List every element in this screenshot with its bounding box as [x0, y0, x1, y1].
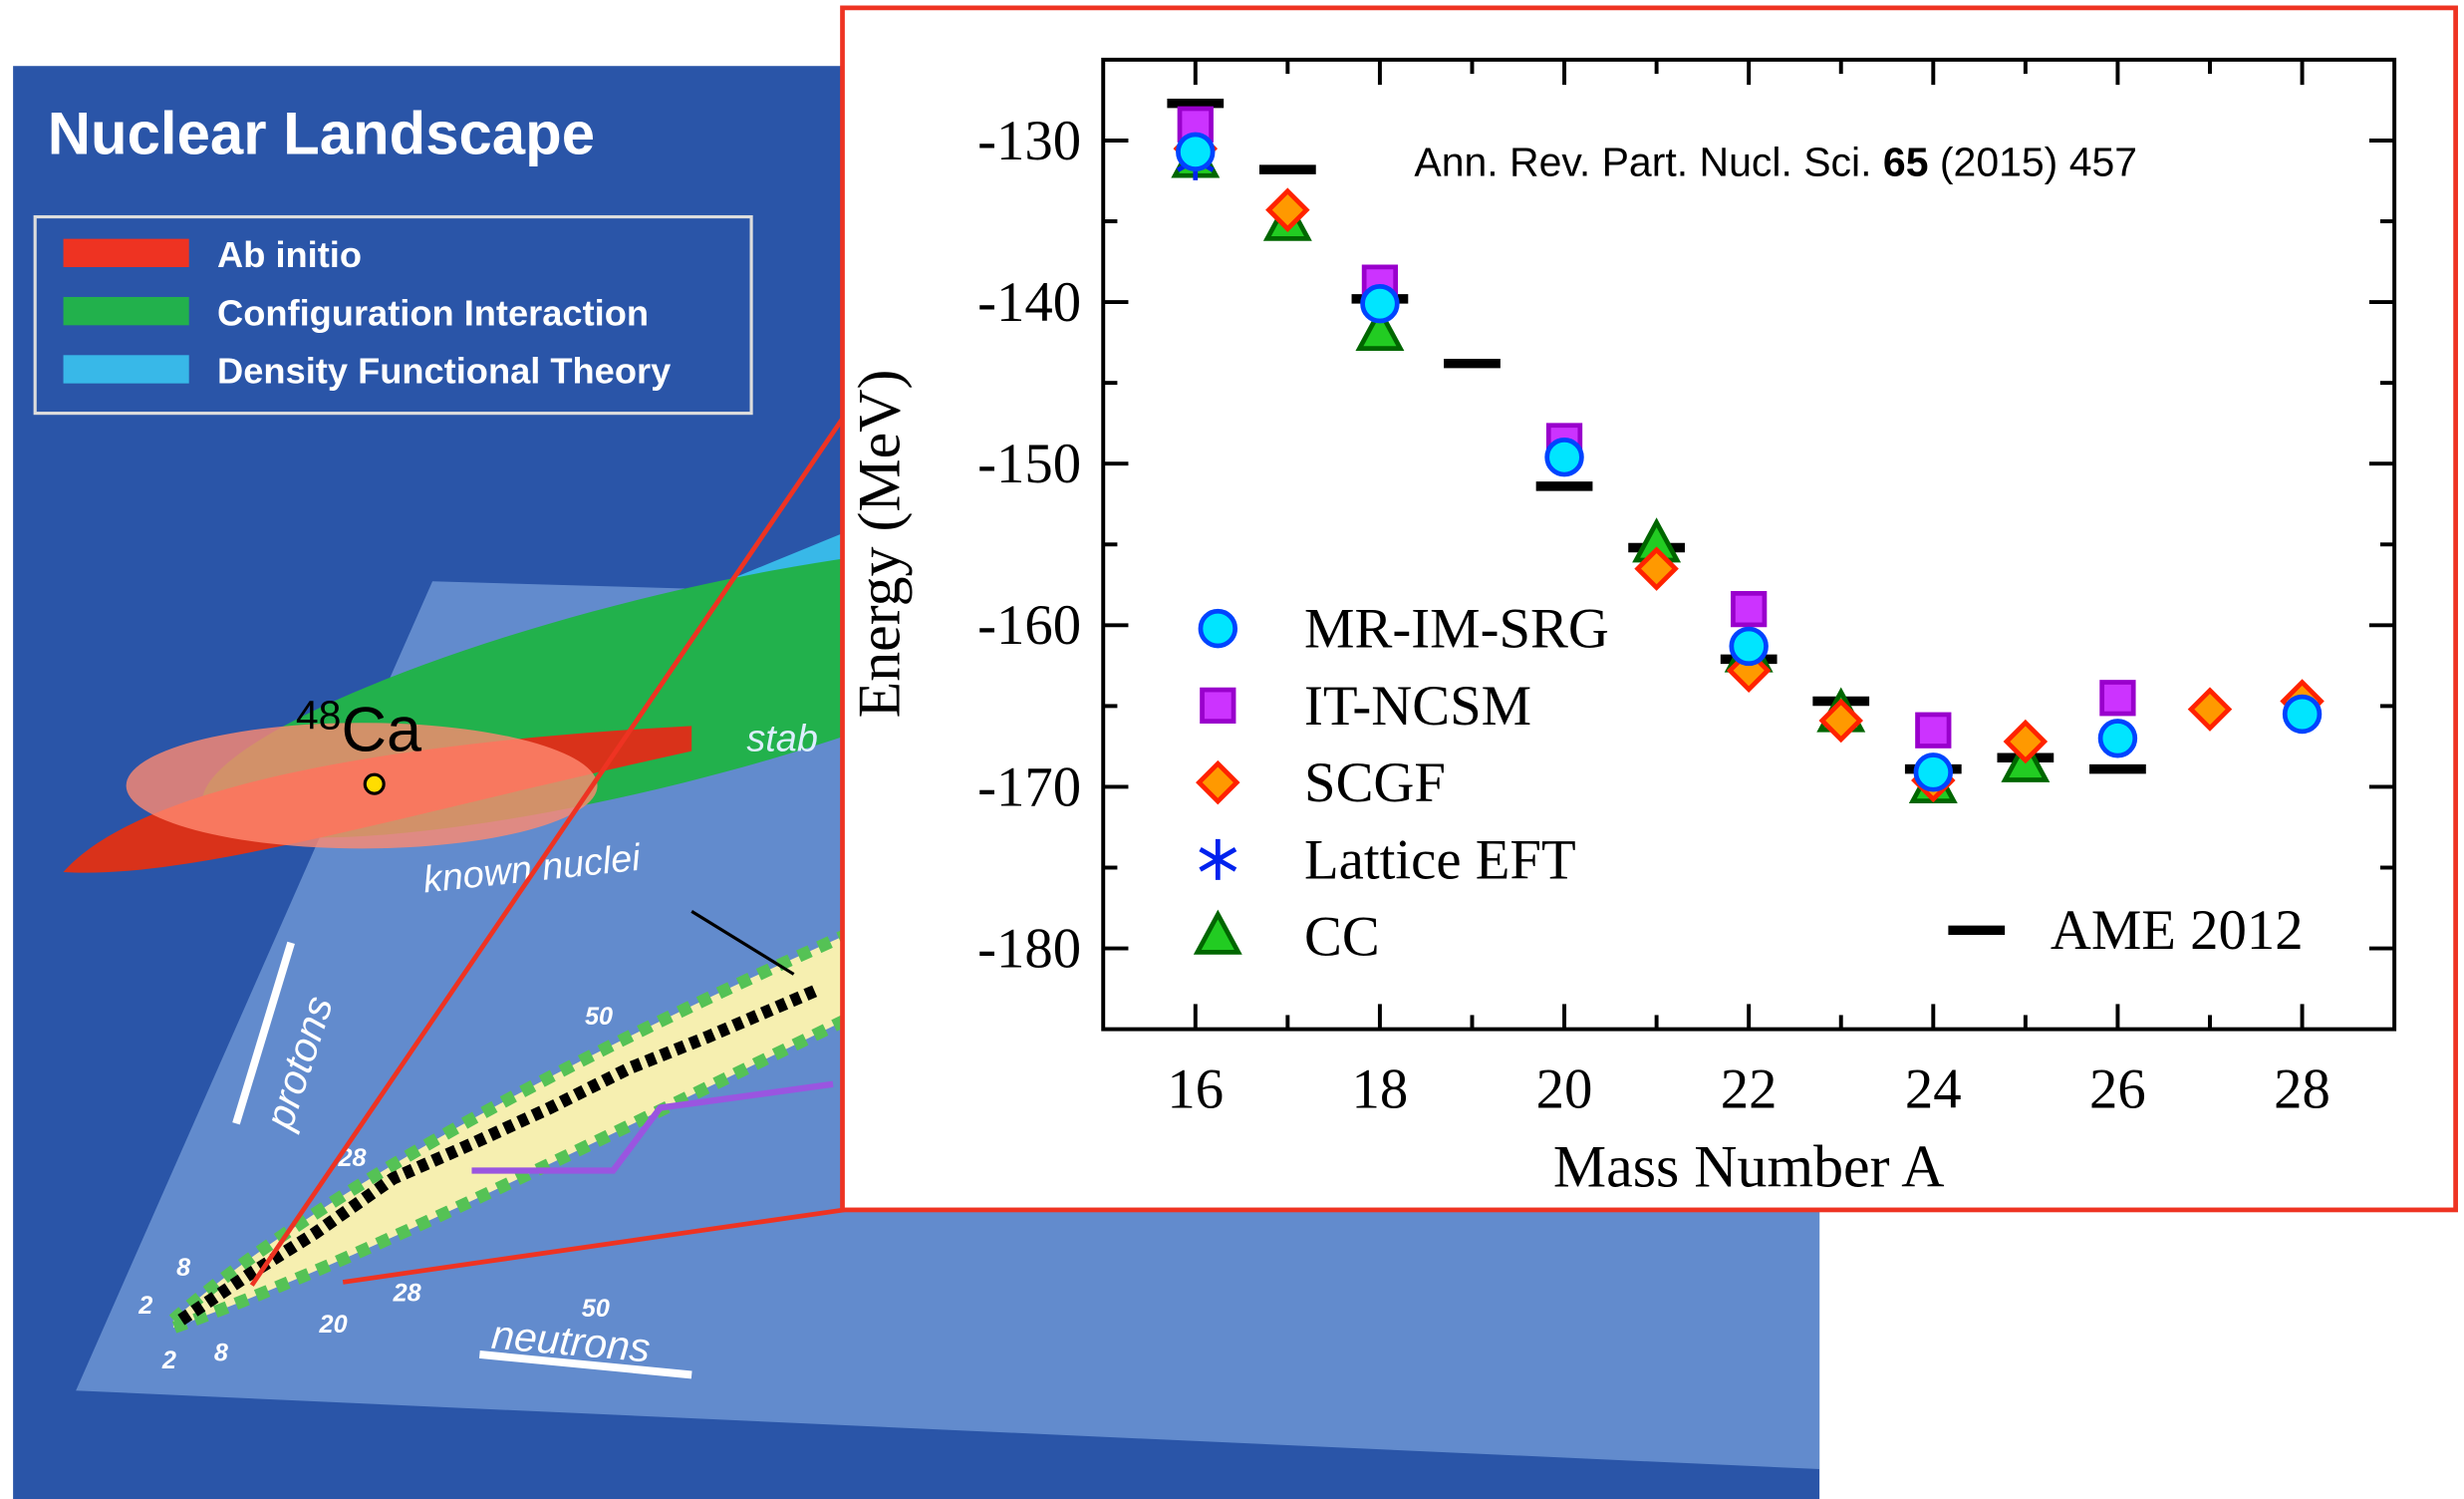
point	[1178, 135, 1213, 169]
ca48-dot	[365, 774, 384, 793]
legend-swatch	[64, 297, 189, 325]
annotation-year-page: (2015) 457	[1940, 140, 2137, 185]
magic-number: 8	[214, 1339, 228, 1366]
legend-swatch	[64, 239, 189, 267]
annotation-journal: Ann. Rev. Part. Nucl. Sci.	[1414, 140, 1871, 185]
legend-marker	[1201, 611, 1235, 646]
point	[1916, 755, 1951, 790]
legend-label: Configuration Interaction	[217, 292, 649, 333]
mass-number: 48	[296, 693, 342, 739]
illustration-title: Nuclear Landscape	[48, 100, 595, 166]
legend-label: Density Functional Theory	[217, 351, 671, 392]
magic-number: 2	[161, 1347, 176, 1374]
x-axis-label: Mass Number A	[1553, 1133, 1945, 1199]
x-tick-label: 20	[1536, 1057, 1593, 1120]
legend-swatch	[64, 355, 189, 383]
point	[1918, 715, 1950, 747]
magic-number: 8	[176, 1254, 190, 1282]
y-tick-label: -130	[977, 110, 1081, 172]
point	[2285, 697, 2320, 732]
page: Nuclear Landscape Ab initio Configuratio…	[0, 0, 2464, 1499]
y-tick-label: -150	[977, 433, 1081, 495]
x-tick-label: 24	[1905, 1057, 1962, 1120]
legend-label: SCGF	[1304, 751, 1446, 814]
y-tick-label: -140	[977, 271, 1081, 334]
x-tick-label: 18	[1352, 1057, 1409, 1120]
x-tick-label: 16	[1167, 1057, 1224, 1120]
x-tick-label: 22	[1721, 1057, 1778, 1120]
magic-number: 2	[137, 1292, 152, 1320]
y-axis-label: Energy (MeV)	[846, 370, 912, 719]
annotation-volume: 65	[1883, 140, 1929, 185]
magic-number: 20	[319, 1311, 348, 1339]
element-symbol: Ca	[341, 696, 422, 765]
stable-label: stab	[746, 719, 818, 760]
point	[2102, 683, 2134, 715]
point	[2100, 721, 2135, 755]
legend-label: Ab initio	[217, 234, 362, 275]
point	[1733, 593, 1765, 625]
point	[1363, 286, 1398, 321]
magic-number: 50	[582, 1295, 610, 1323]
legend-label: IT-NCSM	[1304, 675, 1531, 738]
y-tick-label: -180	[977, 917, 1081, 980]
magic-number: 50	[585, 1003, 613, 1031]
legend-label: Lattice EFT	[1304, 828, 1576, 891]
magic-number: 28	[337, 1144, 366, 1172]
legend-label: MR-IM-SRG	[1304, 598, 1609, 661]
point	[1732, 629, 1767, 664]
legend-label: AME 2012	[2051, 899, 2304, 962]
annotation: Ann. Rev. Part. Nucl. Sci. 65 (2015) 457	[1414, 140, 2137, 185]
magic-number: 28	[393, 1279, 421, 1307]
legend-marker	[1203, 690, 1234, 722]
x-tick-label: 26	[2089, 1057, 2146, 1120]
x-tick-label: 28	[2274, 1057, 2330, 1120]
y-tick-label: -170	[977, 755, 1081, 818]
legend-label: CC	[1304, 906, 1380, 969]
point	[1547, 440, 1582, 474]
y-tick-label: -160	[977, 594, 1081, 657]
